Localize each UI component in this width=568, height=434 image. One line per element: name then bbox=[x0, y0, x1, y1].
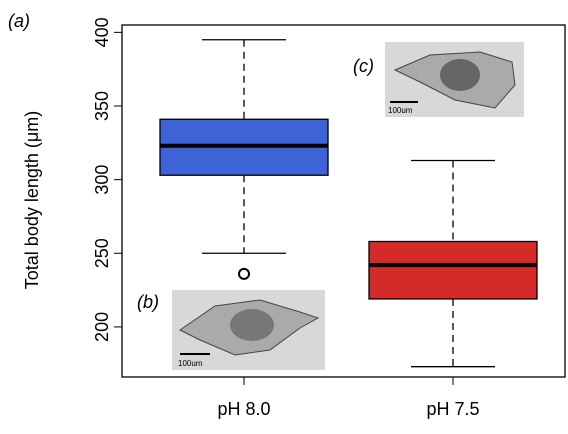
y-tick-label: 300 bbox=[92, 165, 112, 195]
scale-label: 100um bbox=[178, 359, 203, 368]
box bbox=[368, 240, 538, 300]
larva-body bbox=[230, 309, 274, 341]
y-tick-label: 400 bbox=[92, 17, 112, 47]
y-tick-label: 200 bbox=[92, 312, 112, 342]
scale-label: 100um bbox=[388, 106, 413, 115]
x-tick-label: pH 7.5 bbox=[426, 399, 479, 419]
inset-b: 100um (b) bbox=[137, 290, 325, 370]
y-tick-label: 250 bbox=[92, 238, 112, 268]
larva-body bbox=[440, 59, 480, 91]
y-axis-label: Total body length (μm) bbox=[22, 111, 42, 289]
panel-label: (a) bbox=[8, 11, 30, 31]
y-tick-label: 350 bbox=[92, 91, 112, 121]
inset-label: (c) bbox=[353, 56, 374, 76]
inset-c: 100um (c) bbox=[353, 42, 524, 117]
outlier bbox=[238, 267, 250, 280]
x-tick-label: pH 8.0 bbox=[217, 399, 270, 419]
inset-label: (b) bbox=[137, 292, 159, 312]
